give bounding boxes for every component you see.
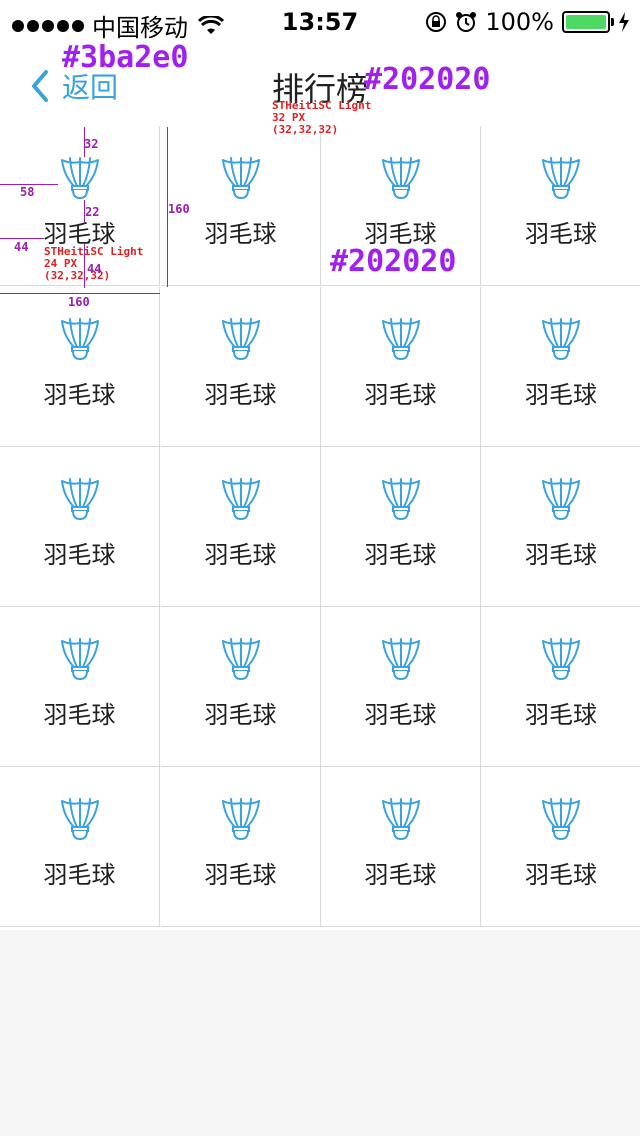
grid-item[interactable]: 羽毛球	[161, 126, 321, 286]
label-font-annotation: STHeitiSC Light 24 PX (32,32,32)	[44, 245, 144, 282]
item-label: 羽毛球	[525, 220, 597, 248]
dimension-160-horizontal: 160	[68, 295, 90, 309]
item-label: 羽毛球	[43, 541, 116, 569]
grid-item[interactable]: 羽毛球	[0, 447, 160, 607]
dimension-line	[0, 293, 160, 294]
grid-item[interactable]: 羽毛球	[481, 607, 640, 767]
shuttlecock-icon	[221, 318, 260, 361]
grid-item[interactable]: 羽毛球	[481, 767, 640, 927]
grid-item[interactable]: 羽毛球	[481, 126, 640, 286]
item-label: 羽毛球	[204, 220, 277, 248]
shuttlecock-icon	[60, 318, 99, 361]
title-font-annotation: STHeitiSC Light 32 PX (32,32,32)	[272, 99, 372, 136]
grid-item[interactable]: 羽毛球	[321, 607, 481, 767]
shuttlecock-icon	[542, 638, 580, 681]
item-label: 羽毛球	[43, 701, 116, 729]
shuttlecock-icon	[542, 157, 580, 200]
wifi-icon	[198, 15, 224, 34]
rotation-lock-icon	[426, 12, 447, 32]
shuttlecock-icon	[60, 478, 99, 521]
item-label: 羽毛球	[525, 541, 597, 569]
page-title: 排行榜	[271, 70, 368, 108]
chevron-left-icon	[32, 70, 48, 102]
shuttlecock-icon	[381, 798, 420, 841]
battery-percent: 100%	[485, 8, 554, 36]
grid-item[interactable]: 羽毛球	[161, 607, 321, 767]
dimension-58: 58	[20, 185, 35, 199]
battery-icon	[562, 11, 614, 33]
item-label: 羽毛球	[364, 861, 437, 889]
shuttlecock-icon	[60, 157, 99, 200]
dimension-22: 22	[85, 205, 100, 219]
item-label: 羽毛球	[204, 861, 277, 889]
dimension-line	[84, 200, 85, 222]
grid-item[interactable]: 羽毛球	[321, 287, 481, 447]
item-label: 羽毛球	[364, 381, 437, 409]
accent-color-annotation: #3ba2e0	[62, 40, 189, 75]
alarm-icon	[456, 12, 477, 32]
item-label: 羽毛球	[204, 541, 277, 569]
grid-item[interactable]: 羽毛球	[0, 126, 160, 286]
status-bar: 中国移动 13:57 100%	[0, 0, 640, 42]
shuttlecock-icon	[381, 318, 420, 361]
shuttlecock-icon	[542, 798, 580, 841]
grid-item[interactable]: 羽毛球	[321, 126, 481, 286]
grid-item[interactable]: 羽毛球	[161, 767, 321, 927]
shuttlecock-icon	[221, 638, 260, 681]
shuttlecock-icon	[381, 478, 420, 521]
label-color-annotation: #202020	[330, 244, 457, 279]
signal-strength-icon	[12, 19, 84, 32]
grid-item[interactable]: 羽毛球	[161, 287, 321, 447]
back-button[interactable]: 返回	[30, 66, 118, 106]
shuttlecock-icon	[381, 157, 420, 200]
shuttlecock-icon	[381, 638, 420, 681]
item-label: 羽毛球	[204, 701, 277, 729]
shuttlecock-icon	[221, 157, 260, 200]
dimension-line	[0, 238, 44, 239]
dimension-44-bottom: 44	[87, 262, 102, 276]
back-label: 返回	[62, 71, 119, 104]
item-label: 羽毛球	[43, 861, 116, 889]
item-label: 羽毛球	[525, 861, 597, 889]
grid-item[interactable]: 羽毛球	[481, 287, 640, 447]
dimension-44-left: 44	[14, 240, 29, 254]
shuttlecock-icon	[221, 798, 260, 841]
dimension-line	[167, 127, 168, 287]
item-label: 羽毛球	[525, 701, 597, 729]
shuttlecock-icon	[542, 478, 580, 521]
title-color-annotation: #202020	[364, 62, 491, 97]
navigation-bar: 返回 排行榜	[0, 42, 640, 127]
sports-grid: 羽毛球 羽毛球 羽毛球 羽毛球 羽毛球	[0, 126, 640, 930]
dimension-160-vertical: 160	[168, 202, 190, 216]
item-label: 羽毛球	[364, 701, 437, 729]
dimension-line	[0, 184, 58, 185]
item-label: 羽毛球	[43, 381, 116, 409]
dimension-line	[84, 127, 85, 157]
grid-item[interactable]: 羽毛球	[321, 447, 481, 607]
grid-item[interactable]: 羽毛球	[0, 287, 160, 447]
item-label: 羽毛球	[364, 220, 437, 248]
shuttlecock-icon	[60, 798, 99, 841]
charging-icon	[619, 12, 629, 32]
clock: 13:57	[281, 8, 359, 36]
item-label: 羽毛球	[364, 541, 437, 569]
dimension-line	[84, 244, 85, 288]
item-label: 羽毛球	[43, 220, 116, 248]
shuttlecock-icon	[60, 638, 99, 681]
grid-item[interactable]: 羽毛球	[481, 447, 640, 607]
item-label: 羽毛球	[204, 381, 277, 409]
dimension-32: 32	[84, 137, 99, 151]
grid-item[interactable]: 羽毛球	[0, 767, 160, 927]
grid-item[interactable]: 羽毛球	[161, 447, 321, 607]
grid-item[interactable]: 羽毛球	[321, 767, 481, 927]
shuttlecock-icon	[221, 478, 260, 521]
carrier-name: 中国移动	[92, 14, 188, 42]
shuttlecock-icon	[542, 318, 580, 361]
grid-item[interactable]: 羽毛球	[0, 607, 160, 767]
item-label: 羽毛球	[525, 381, 597, 409]
